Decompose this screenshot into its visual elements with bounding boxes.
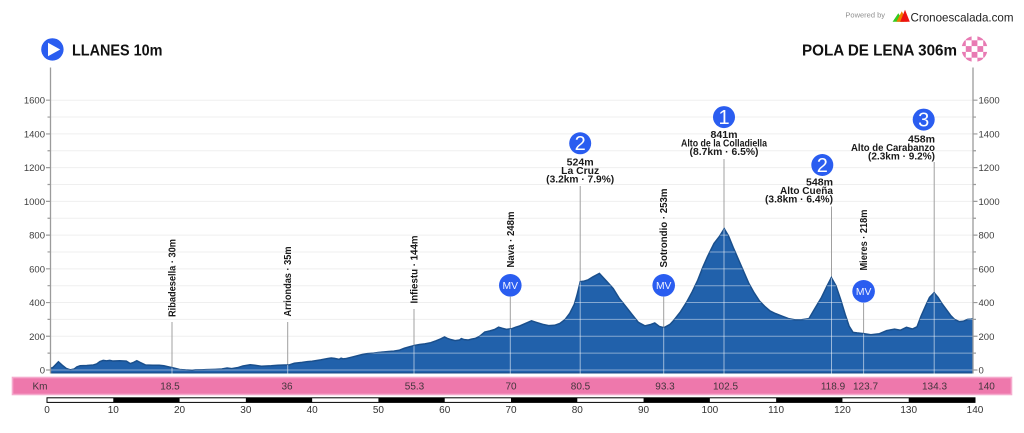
svg-text:40: 40 bbox=[307, 405, 319, 416]
svg-text:LLANES 10m: LLANES 10m bbox=[72, 42, 163, 59]
svg-text:458m: 458m bbox=[908, 135, 935, 146]
svg-text:110: 110 bbox=[768, 405, 784, 416]
svg-text:0: 0 bbox=[979, 366, 984, 377]
svg-text:130: 130 bbox=[900, 405, 917, 416]
svg-text:1400: 1400 bbox=[24, 129, 45, 140]
svg-text:800: 800 bbox=[979, 231, 995, 242]
svg-text:1600: 1600 bbox=[979, 96, 1000, 107]
svg-text:1000: 1000 bbox=[24, 197, 45, 208]
svg-text:POLA DE LENA 306m: POLA DE LENA 306m bbox=[802, 42, 957, 59]
svg-text:Infiestu · 144m: Infiestu · 144m bbox=[409, 236, 421, 304]
svg-text:80: 80 bbox=[572, 405, 584, 416]
svg-text:55.3: 55.3 bbox=[405, 382, 425, 393]
svg-text:18.5: 18.5 bbox=[160, 382, 180, 393]
svg-text:200: 200 bbox=[979, 332, 995, 343]
svg-text:0: 0 bbox=[44, 405, 50, 416]
svg-text:200: 200 bbox=[29, 332, 45, 343]
svg-text:Alto de Carabanzo: Alto de Carabanzo bbox=[851, 143, 935, 154]
svg-text:524m: 524m bbox=[567, 158, 594, 169]
svg-text:1400: 1400 bbox=[979, 129, 1000, 140]
svg-text:2: 2 bbox=[575, 133, 586, 155]
svg-text:50: 50 bbox=[373, 405, 385, 416]
svg-text:841m: 841m bbox=[711, 130, 738, 141]
svg-text:1000: 1000 bbox=[979, 197, 1000, 208]
svg-text:1200: 1200 bbox=[24, 163, 45, 174]
svg-text:90: 90 bbox=[638, 405, 650, 416]
svg-text:1: 1 bbox=[718, 107, 729, 129]
svg-text:Mieres · 218m: Mieres · 218m bbox=[858, 210, 870, 271]
svg-text:(2.3km · 9.2%): (2.3km · 9.2%) bbox=[868, 152, 935, 163]
svg-text:100: 100 bbox=[702, 405, 719, 416]
svg-text:20: 20 bbox=[174, 405, 186, 416]
svg-text:La Cruz: La Cruz bbox=[561, 166, 599, 177]
svg-text:(3.2km · 7.9%): (3.2km · 7.9%) bbox=[546, 175, 614, 186]
svg-text:140: 140 bbox=[967, 405, 984, 416]
svg-text:600: 600 bbox=[979, 264, 995, 275]
svg-text:Powered by: Powered by bbox=[845, 11, 885, 20]
svg-text:400: 400 bbox=[979, 298, 995, 309]
svg-text:3: 3 bbox=[918, 109, 929, 131]
svg-text:600: 600 bbox=[29, 264, 45, 275]
svg-text:1600: 1600 bbox=[24, 96, 45, 107]
svg-text:123.7: 123.7 bbox=[853, 382, 878, 393]
svg-text:102.5: 102.5 bbox=[713, 382, 738, 393]
svg-text:548m: 548m bbox=[806, 177, 833, 188]
svg-text:(8.7km · 6.5%): (8.7km · 6.5%) bbox=[690, 147, 759, 158]
svg-text:Nava · 248m: Nava · 248m bbox=[505, 212, 517, 268]
svg-text:Cronoescalada.com: Cronoescalada.com bbox=[911, 11, 1014, 25]
svg-text:80.5: 80.5 bbox=[571, 382, 591, 393]
svg-text:Ribadesella · 30m: Ribadesella · 30m bbox=[167, 239, 179, 317]
svg-text:70: 70 bbox=[505, 405, 517, 416]
svg-text:70: 70 bbox=[505, 382, 517, 393]
svg-text:0: 0 bbox=[40, 366, 45, 377]
svg-text:(3.8km · 6.4%): (3.8km · 6.4%) bbox=[765, 195, 833, 206]
svg-text:800: 800 bbox=[29, 231, 45, 242]
svg-text:MV: MV bbox=[656, 280, 672, 292]
svg-text:118.9: 118.9 bbox=[821, 382, 846, 393]
svg-text:30: 30 bbox=[240, 405, 252, 416]
svg-text:400: 400 bbox=[29, 298, 45, 309]
svg-text:10: 10 bbox=[108, 405, 120, 416]
svg-text:Sotrondio · 253m: Sotrondio · 253m bbox=[658, 189, 670, 268]
svg-text:36: 36 bbox=[281, 382, 293, 393]
svg-text:Alto Cueña: Alto Cueña bbox=[780, 186, 833, 197]
svg-text:Arriondas · 35m: Arriondas · 35m bbox=[282, 247, 294, 317]
svg-text:Km: Km bbox=[33, 382, 48, 393]
svg-text:Alto de la Colladiella: Alto de la Colladiella bbox=[681, 138, 767, 149]
svg-text:60: 60 bbox=[439, 405, 451, 416]
svg-text:1200: 1200 bbox=[979, 163, 1000, 174]
svg-text:93.3: 93.3 bbox=[655, 382, 675, 393]
svg-text:2: 2 bbox=[817, 155, 828, 177]
svg-text:134.3: 134.3 bbox=[922, 382, 947, 393]
svg-text:120: 120 bbox=[834, 405, 851, 416]
svg-text:MV: MV bbox=[503, 280, 519, 292]
svg-text:MV: MV bbox=[856, 286, 872, 298]
svg-text:140: 140 bbox=[978, 382, 995, 393]
